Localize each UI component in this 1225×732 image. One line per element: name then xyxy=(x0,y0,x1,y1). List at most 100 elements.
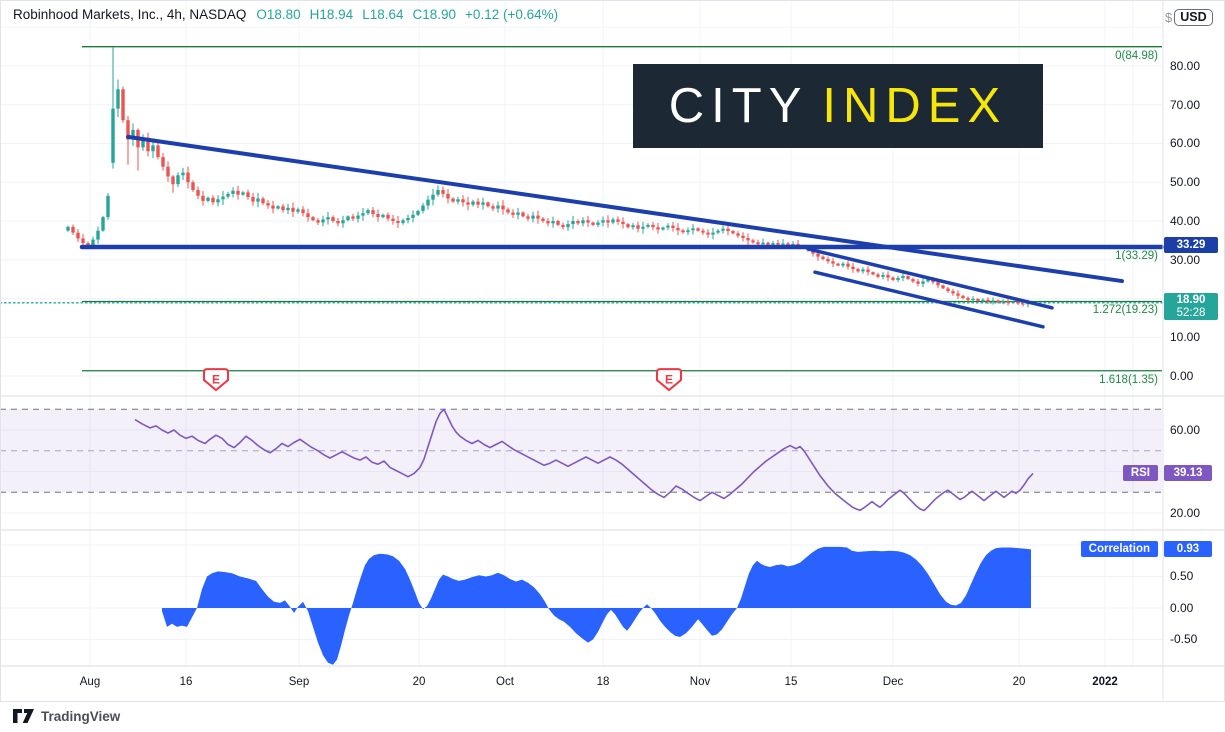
candle-body xyxy=(406,217,410,221)
candle-body xyxy=(341,220,345,224)
time-axis-tick[interactable]: 15 xyxy=(784,676,798,688)
candle-body xyxy=(311,217,315,221)
candlestick-series xyxy=(66,46,1030,308)
candle-body xyxy=(886,274,890,278)
ohlc-low: L18.64 xyxy=(362,7,404,22)
candle-body xyxy=(421,205,425,211)
candle-body xyxy=(286,207,290,211)
time-axis-tick[interactable]: Sep xyxy=(288,676,310,688)
candle-body xyxy=(361,213,365,216)
candle-body xyxy=(976,298,980,301)
candle-body xyxy=(901,276,905,278)
city-index-logo-index: INDEX xyxy=(822,79,1008,133)
time-axis-tick[interactable]: Aug xyxy=(79,676,101,688)
candle-body xyxy=(391,218,395,221)
ohlc-close: C18.90 xyxy=(412,7,457,22)
candle-body xyxy=(226,193,230,197)
candle-body xyxy=(1021,303,1025,305)
price-axis-tick[interactable]: 70.00 xyxy=(1170,97,1201,112)
candle-body xyxy=(791,243,795,246)
price-axis-tick[interactable]: 10.00 xyxy=(1170,330,1201,345)
earnings-event-icon[interactable]: E xyxy=(656,368,682,392)
candle-body xyxy=(186,172,190,183)
time-axis-tick[interactable]: Oct xyxy=(496,676,514,688)
candle-body xyxy=(701,230,705,233)
rsi-series-label[interactable]: RSI xyxy=(1122,465,1158,481)
symbol-title-row[interactable]: Robinhood Markets, Inc., 4h, NASDAQ O18.8… xyxy=(13,7,567,22)
candle-body xyxy=(306,213,310,218)
candle-body xyxy=(231,190,235,194)
candle-body xyxy=(831,261,835,264)
candle-body xyxy=(551,220,555,224)
candle-body xyxy=(996,300,1000,303)
candle-body xyxy=(546,220,550,224)
candle-body xyxy=(441,189,445,194)
currency-unit-control[interactable]: $ USD xyxy=(1165,9,1213,26)
candle-body xyxy=(541,218,545,221)
price-axis-tick[interactable]: 80.00 xyxy=(1170,58,1201,73)
time-axis-tick[interactable]: 20 xyxy=(412,676,426,688)
candle-body xyxy=(846,263,850,267)
currency-symbol[interactable]: $ xyxy=(1165,10,1173,25)
candle-body xyxy=(741,235,745,239)
time-axis-tick[interactable]: 20 xyxy=(1012,676,1026,688)
descending-trendline[interactable] xyxy=(813,270,1045,329)
candle-body xyxy=(141,137,145,148)
candle-body xyxy=(946,288,950,292)
time-axis-tick[interactable]: 18 xyxy=(596,676,610,688)
candle-body xyxy=(511,212,515,215)
candle-body xyxy=(86,243,90,246)
correlation-axis-tick[interactable]: -0.50 xyxy=(1170,632,1198,647)
descending-trendline[interactable] xyxy=(126,134,1124,284)
candle-body xyxy=(646,224,650,227)
rsi-axis-tick[interactable]: 20.00 xyxy=(1170,506,1201,520)
candle-body xyxy=(731,231,735,234)
candle-body xyxy=(921,281,925,284)
tradingview-attribution[interactable]: TradingView xyxy=(13,707,120,725)
price-axis-tick[interactable]: 40.00 xyxy=(1170,213,1201,228)
candle-body xyxy=(531,215,535,219)
correlation-series-label[interactable]: Correlation xyxy=(1080,541,1158,557)
candle-body xyxy=(251,196,255,202)
candle-body xyxy=(491,206,495,209)
candle-body xyxy=(166,166,170,177)
candle-body xyxy=(941,285,945,289)
rsi-axis-tick[interactable]: 60.00 xyxy=(1170,423,1201,437)
symbol-name[interactable]: Robinhood Markets, Inc., 4h, NASDAQ xyxy=(13,7,247,22)
correlation-area xyxy=(162,546,1031,665)
usd-unit-button[interactable]: USD xyxy=(1174,9,1213,26)
candle-body xyxy=(471,201,475,205)
time-axis-tick[interactable]: Nov xyxy=(689,676,711,688)
candle-body xyxy=(326,217,330,220)
time-axis-tick[interactable]: Dec xyxy=(882,676,904,688)
descending-trendline[interactable] xyxy=(806,247,1054,310)
candle-body xyxy=(291,207,295,212)
ohlc-high: H18.94 xyxy=(309,7,354,22)
price-axis-tick[interactable]: 60.00 xyxy=(1170,136,1201,151)
time-axis-tick[interactable]: 16 xyxy=(179,676,193,688)
candle-body xyxy=(151,145,155,152)
candle-body xyxy=(476,201,480,205)
price-axis-tick[interactable]: 0.00 xyxy=(1170,369,1194,383)
fib-level-label: 0(84.98) xyxy=(1115,49,1158,62)
price-axis-tick[interactable]: 30.00 xyxy=(1170,252,1201,267)
candle-body xyxy=(486,202,490,207)
candle-body xyxy=(761,242,765,245)
city-index-logo: CITY INDEX xyxy=(633,64,1043,148)
time-axis-tick[interactable]: 2022 xyxy=(1092,676,1118,688)
earnings-event-icon[interactable]: E xyxy=(203,368,229,392)
earnings-badge-letter: E xyxy=(212,373,220,387)
rsi-band-fill xyxy=(0,409,1162,493)
correlation-axis-tick[interactable]: 0.00 xyxy=(1170,600,1194,615)
candle-body xyxy=(521,212,525,217)
tradingview-brand-text[interactable]: TradingView xyxy=(41,708,121,724)
candle-body xyxy=(936,282,940,286)
price-axis-tick[interactable]: 50.00 xyxy=(1170,175,1201,190)
candle-body xyxy=(81,238,85,244)
candle-body xyxy=(1016,301,1020,304)
trend-lines[interactable] xyxy=(79,134,1165,329)
candle-body xyxy=(276,206,280,209)
correlation-axis-tick[interactable]: 0.50 xyxy=(1170,569,1194,584)
last-price-label: 18.90 52:28 xyxy=(1164,293,1218,320)
